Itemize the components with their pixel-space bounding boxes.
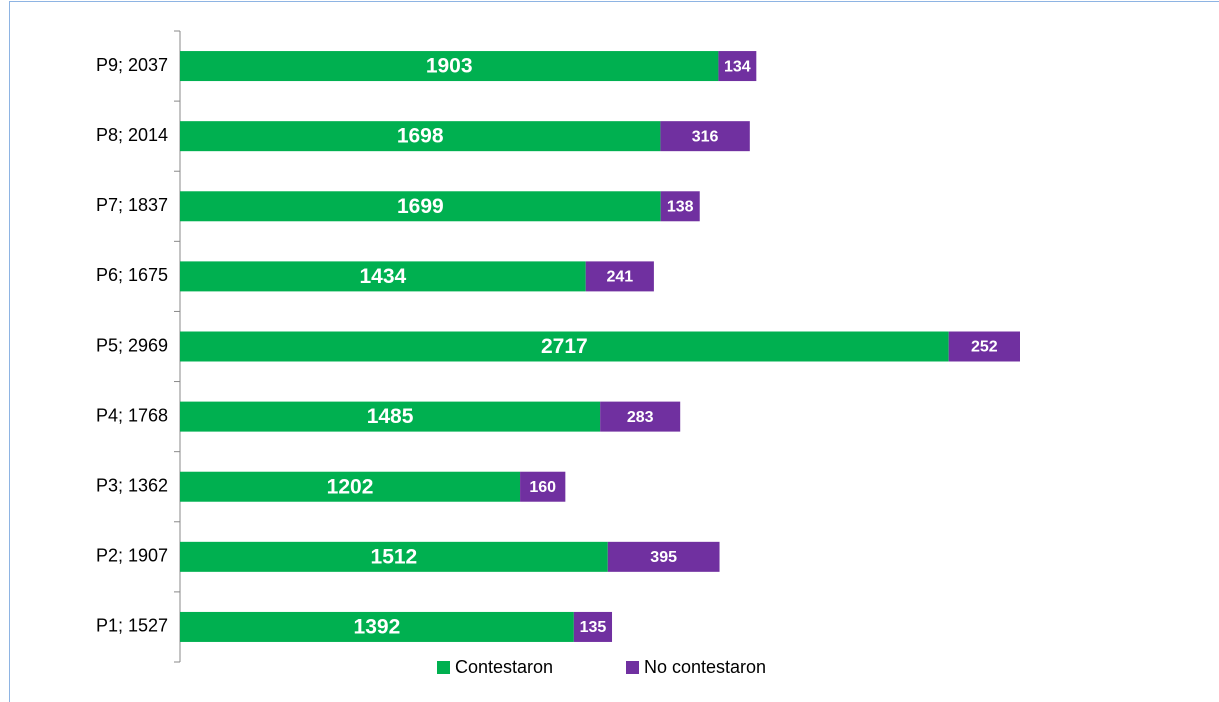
bar-segment (180, 541, 608, 572)
value-label: 1903 (426, 55, 473, 78)
value-label: 160 (529, 479, 556, 496)
bar-segment (520, 471, 566, 502)
bar-segment (718, 51, 757, 82)
value-label: 135 (580, 619, 607, 636)
frame (9, 1, 1219, 702)
value-label: 241 (606, 269, 633, 286)
y-tick-label: P2; 1907 (96, 546, 168, 566)
y-tick-label: P7; 1837 (96, 195, 168, 215)
value-label: 1512 (371, 545, 418, 568)
bar-segment (600, 401, 681, 432)
y-tick-label: P3; 1362 (96, 475, 168, 495)
y-tick-label: P1; 1527 (96, 616, 168, 636)
y-tick-label: P8; 2014 (96, 125, 168, 145)
value-label: 138 (667, 198, 694, 215)
bar-segment (180, 331, 949, 362)
value-label: 1202 (327, 475, 374, 498)
value-label: 1485 (367, 405, 414, 428)
value-label: 1698 (397, 125, 444, 148)
bar-segment (660, 121, 750, 152)
bar-segment (660, 191, 700, 222)
value-label: 2717 (541, 335, 588, 358)
value-label: 395 (650, 549, 677, 566)
bar-segment (573, 611, 613, 642)
legend-label: No contestaron (644, 657, 766, 677)
value-label: 252 (971, 339, 998, 356)
value-label: 1392 (354, 615, 401, 638)
bar-segment (180, 611, 574, 642)
bar-segment (180, 121, 661, 152)
value-label: 283 (627, 409, 654, 426)
value-label: 316 (692, 128, 719, 145)
y-tick-label: P5; 2969 (96, 335, 168, 355)
legend-swatch (437, 661, 450, 674)
bar-segment (180, 191, 661, 222)
value-label: 134 (724, 58, 751, 75)
bar-segment (607, 541, 720, 572)
bar-segment (585, 261, 654, 292)
legend-label: Contestaron (455, 657, 553, 677)
bar-segment (180, 471, 521, 502)
legend-swatch (626, 661, 639, 674)
y-tick-label: P9; 2037 (96, 55, 168, 75)
y-tick-label: P4; 1768 (96, 405, 168, 425)
bar-segment (948, 331, 1020, 362)
bar-segment (180, 261, 586, 292)
y-tick-label: P6; 1675 (96, 265, 168, 285)
bar-segment (180, 401, 601, 432)
value-label: 1699 (397, 195, 444, 218)
value-label: 1434 (359, 265, 406, 288)
bar-segment (180, 51, 719, 82)
